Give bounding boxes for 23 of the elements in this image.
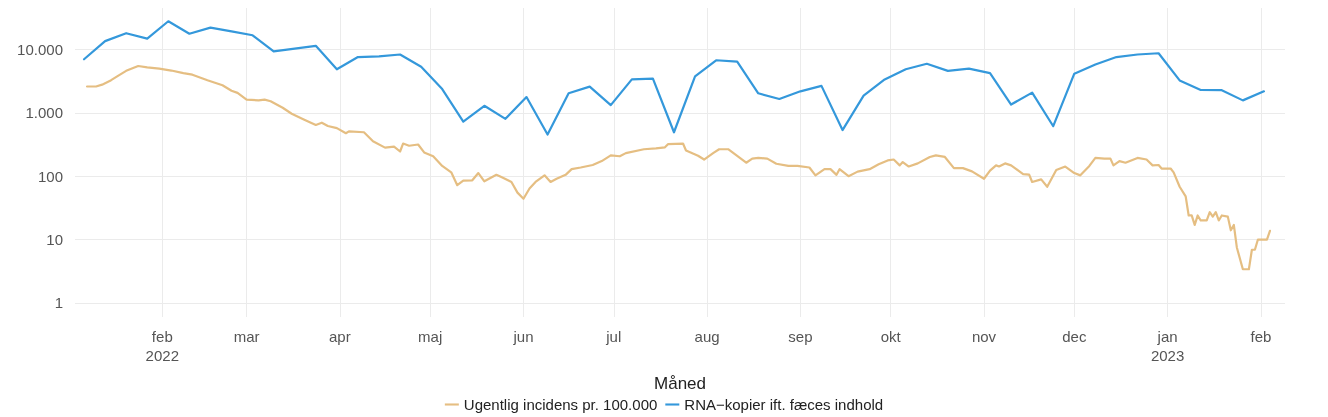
y-tick-label: 1.000 <box>25 104 63 122</box>
y-tick-label: 1 <box>54 294 63 312</box>
x-tick-label: dec <box>1062 328 1087 345</box>
x-tick-label: okt <box>880 328 902 345</box>
line-series <box>85 64 1272 271</box>
legend-label: RNA−kopier ift. fæces indhold <box>684 396 884 413</box>
x-tick-label: maj <box>418 328 443 345</box>
y-tick-label: 10 <box>46 231 63 249</box>
x-axis-title: Måned <box>654 374 706 393</box>
x-tick-label: mar <box>233 328 260 345</box>
x-tick-label: nov <box>971 328 997 345</box>
x-tick-label: sep <box>788 328 813 345</box>
x-tick-label: jul <box>605 328 622 345</box>
x-tick-label: feb 2022 <box>145 328 179 364</box>
x-tick-label: apr <box>329 328 351 345</box>
x-tick-label: feb <box>1250 328 1272 345</box>
x-tick-label: jan 2023 <box>1150 328 1185 364</box>
line-series <box>82 20 1266 136</box>
y-tick-label: 100 <box>37 167 63 185</box>
y-tick-label: 10.000 <box>17 40 63 58</box>
legend-label: Ugentlig incidens pr. 100.000 <box>463 396 658 413</box>
x-tick-label: jun <box>512 328 534 345</box>
x-tick-label: aug <box>694 328 720 345</box>
